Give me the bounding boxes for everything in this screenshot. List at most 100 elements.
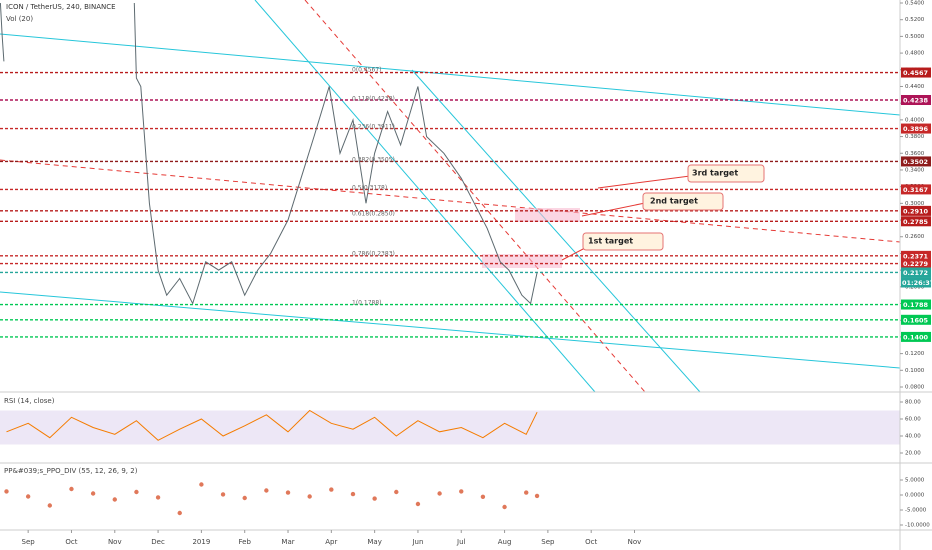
trend-line bbox=[0, 159, 901, 243]
y-tick-label: 0.5000 bbox=[905, 34, 925, 40]
y-tick-label: 40.00 bbox=[905, 434, 921, 440]
price-tag-label: 0.4567 bbox=[903, 69, 928, 77]
price-tag-label: 0.4238 bbox=[903, 97, 929, 105]
y-tick-label: 80.00 bbox=[905, 400, 921, 406]
dot bbox=[437, 491, 442, 496]
y-tick-label: -5.0000 bbox=[905, 508, 927, 514]
trend-line bbox=[0, 33, 901, 116]
fib-label: 0.382(0.3505) bbox=[352, 157, 395, 164]
dot bbox=[242, 495, 247, 501]
y-tick-label: 0.3800 bbox=[905, 134, 925, 140]
callout-box bbox=[642, 192, 724, 211]
price-tag bbox=[901, 67, 931, 78]
callout-box bbox=[582, 232, 664, 251]
fib-label: 0.5(0.3178) bbox=[352, 185, 387, 192]
volume-label: Vol (20) bbox=[6, 15, 33, 23]
dot bbox=[264, 488, 269, 493]
price-tag bbox=[901, 299, 931, 310]
dot bbox=[372, 496, 377, 501]
callout-text: 1st target bbox=[588, 237, 633, 246]
pane-title: PP&#039;s_PPO_DIV (55, 12, 26, 9, 2) bbox=[4, 467, 138, 475]
callout-arrow bbox=[581, 202, 646, 217]
fib-label: 1(0.1788) bbox=[352, 300, 382, 307]
fib-label: 0.786(0.2383) bbox=[352, 251, 395, 258]
price-tag bbox=[901, 156, 931, 167]
fib-label: 0.618(0.2850) bbox=[352, 211, 395, 218]
dot bbox=[220, 492, 226, 497]
callout-text: 3rd target bbox=[692, 169, 738, 178]
dot bbox=[90, 491, 96, 496]
dot bbox=[134, 489, 139, 495]
x-tick-label: Aug bbox=[498, 538, 512, 546]
dot bbox=[524, 490, 529, 495]
countdown: 01:26:37 bbox=[902, 279, 932, 287]
price-tag bbox=[901, 95, 931, 106]
y-tick-label: 0.4400 bbox=[905, 84, 925, 90]
y-tick-label: 0.1200 bbox=[905, 351, 925, 357]
y-tick-label: -10.0000 bbox=[905, 523, 930, 529]
price-tag-label: 0.2785 bbox=[903, 218, 929, 226]
price-tag bbox=[901, 331, 931, 342]
price-tag-label: 0.2910 bbox=[903, 207, 929, 215]
price-tag-label: 0.3167 bbox=[903, 186, 928, 194]
price-tag bbox=[901, 267, 931, 278]
price-tag-label: 0.1788 bbox=[903, 301, 929, 309]
y-tick-label: 60.00 bbox=[905, 417, 921, 423]
x-tick-label: Nov bbox=[108, 538, 122, 546]
dot bbox=[502, 504, 507, 510]
price-tag bbox=[901, 314, 931, 325]
target-zone bbox=[515, 208, 580, 222]
y-tick-label: 0.3600 bbox=[905, 151, 925, 157]
price-tag bbox=[901, 123, 931, 134]
fib-label: 0.236(0.3911) bbox=[352, 124, 395, 131]
dot bbox=[394, 489, 399, 495]
x-tick-label: Jun bbox=[411, 538, 423, 546]
x-tick-label: Mar bbox=[281, 538, 294, 546]
dot bbox=[112, 497, 117, 502]
x-tick-label: May bbox=[367, 538, 381, 546]
price-tag bbox=[901, 205, 931, 216]
dot bbox=[25, 494, 31, 499]
price-tag-label: 0.2371 bbox=[903, 252, 929, 260]
callout-text: 2nd target bbox=[650, 197, 698, 206]
y-tick-label: 0.2600 bbox=[905, 234, 925, 240]
callout-box bbox=[687, 164, 765, 183]
x-tick-label: Sep bbox=[541, 538, 555, 546]
x-tick-label: 2019 bbox=[192, 538, 210, 546]
price-tag bbox=[901, 250, 931, 261]
callout-arrow bbox=[561, 247, 586, 261]
price-tag-label: 0.1605 bbox=[903, 316, 929, 324]
price-tag bbox=[901, 258, 931, 269]
price-tag bbox=[901, 216, 931, 227]
series-line bbox=[6, 409, 538, 441]
dot bbox=[199, 482, 204, 487]
dot bbox=[329, 487, 334, 492]
x-tick-label: Apr bbox=[325, 538, 337, 546]
y-tick-label: 5.0000 bbox=[905, 478, 925, 484]
dot bbox=[350, 491, 356, 497]
y-tick-label: 0.3400 bbox=[905, 167, 925, 173]
x-tick-label: Nov bbox=[628, 538, 642, 546]
y-tick-label: 0.1000 bbox=[905, 368, 925, 374]
fib-label: 0(0.4567) bbox=[352, 67, 382, 74]
x-tick-label: Jul bbox=[456, 538, 466, 546]
dot bbox=[459, 489, 464, 494]
fib-label: 0.118(0.4238) bbox=[352, 96, 395, 103]
dot bbox=[4, 489, 9, 494]
price-tag-label: 0.3896 bbox=[903, 125, 929, 133]
y-tick-label: 0.4000 bbox=[905, 117, 925, 123]
price-tag-label: 0.2172 bbox=[903, 269, 928, 277]
y-tick-label: 0.5400 bbox=[905, 1, 925, 7]
x-tick-label: Dec bbox=[151, 538, 165, 546]
price-tag bbox=[901, 184, 931, 195]
x-tick-label: Sep bbox=[22, 538, 36, 546]
dot bbox=[415, 501, 421, 507]
y-tick-label: 0.5200 bbox=[905, 17, 925, 23]
dot bbox=[307, 494, 312, 499]
x-tick-label: Oct bbox=[65, 538, 77, 546]
dot bbox=[69, 486, 74, 492]
trend-line bbox=[254, 0, 596, 393]
dot bbox=[47, 503, 53, 508]
